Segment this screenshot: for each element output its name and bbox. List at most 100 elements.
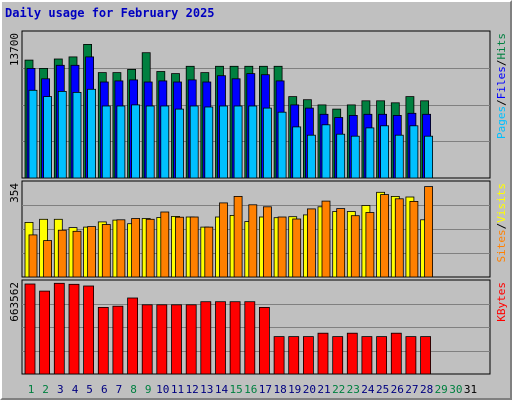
bar-sites	[116, 219, 126, 278]
bar-kbytes	[127, 297, 138, 375]
bar-sites	[380, 194, 390, 278]
bar-kbytes	[317, 332, 329, 375]
bar-kbytes	[24, 283, 36, 375]
x-tick-label: 28	[420, 383, 433, 396]
y-max-label: 663562	[8, 282, 21, 322]
bar-sites	[350, 215, 360, 278]
x-tick-label: 5	[86, 383, 93, 396]
bar-kbytes	[420, 336, 432, 375]
x-tick-label: 8	[130, 383, 137, 396]
bar-sites	[101, 224, 111, 278]
bar-kbytes	[229, 301, 241, 375]
x-tick-label: 27	[405, 383, 418, 396]
x-tick-label: 13	[200, 383, 213, 396]
x-tick-label: 1	[28, 383, 35, 396]
legend-separator: /	[495, 223, 508, 230]
bar-kbytes	[332, 336, 344, 375]
legend-hits: Hits	[495, 33, 508, 60]
bar-pages	[204, 106, 214, 179]
x-tick-label: 10	[156, 383, 169, 396]
bar-sites	[87, 226, 96, 278]
bar-kbytes	[405, 336, 417, 375]
x-tick-label: 11	[171, 383, 184, 396]
x-tick-label: 18	[273, 383, 286, 396]
y-max-label: 354	[8, 183, 21, 203]
bar-kbytes	[112, 305, 124, 375]
bar-kbytes	[83, 285, 94, 375]
bar-pages	[87, 88, 96, 179]
bar-pages	[101, 105, 111, 179]
bar-pages	[28, 89, 38, 179]
bar-kbytes	[141, 304, 153, 375]
bar-sites	[365, 212, 375, 278]
bar-sites	[204, 226, 214, 278]
bar-pages	[145, 105, 155, 179]
bar-kbytes	[346, 332, 358, 375]
bar-sites	[409, 200, 419, 278]
x-tick-label: 14	[215, 383, 229, 396]
legend-text: Pages/Files/Hits	[495, 33, 508, 139]
bar-kbytes	[185, 304, 197, 375]
bar-kbytes	[200, 301, 212, 375]
bar-sites	[43, 240, 52, 278]
x-tick-label: 9	[145, 383, 152, 396]
x-tick-label: 22	[332, 383, 345, 396]
legend-sites: Sites	[495, 229, 508, 262]
bar-kbytes	[215, 301, 226, 375]
bar-sites	[262, 206, 272, 278]
bar-pages	[233, 105, 243, 179]
x-tick-label: 19	[288, 383, 301, 396]
x-tick-label: 12	[186, 383, 199, 396]
bar-sites	[321, 200, 331, 278]
bar-pages	[365, 127, 375, 179]
x-tick-label: 31	[464, 383, 477, 396]
legend-kbytes: KBytes	[495, 282, 508, 322]
x-tick-label: 6	[101, 383, 108, 396]
bar-pages	[175, 108, 184, 179]
x-tick-label: 23	[347, 383, 360, 396]
bar-kbytes	[376, 336, 388, 375]
x-tick-label: 20	[303, 383, 316, 396]
bar-sites	[292, 218, 302, 278]
bar-pages	[116, 105, 126, 179]
bar-pages	[43, 96, 52, 179]
bar-kbytes	[97, 306, 109, 375]
bar-kbytes	[302, 336, 314, 375]
bar-sites	[145, 218, 155, 278]
bar-pages	[394, 134, 404, 179]
bar-sites	[72, 230, 82, 278]
bar-sites	[233, 195, 243, 278]
bar-pages	[336, 133, 346, 179]
bar-sites	[277, 216, 287, 278]
bar-pages	[292, 126, 302, 179]
bar-sites	[189, 216, 199, 278]
bar-sites	[336, 208, 346, 278]
x-tick-label: 7	[116, 383, 123, 396]
legend-separator: /	[495, 60, 508, 67]
bar-pages	[380, 125, 390, 179]
legend-text: Sites/Visits	[495, 183, 508, 263]
bar-pages	[160, 105, 170, 179]
x-tick-label: 17	[259, 383, 272, 396]
bar-pages	[277, 111, 287, 179]
bar-kbytes	[39, 290, 50, 375]
x-tick-label: 4	[72, 383, 79, 396]
bar-pages	[350, 135, 360, 179]
bar-kbytes	[171, 304, 182, 375]
bar-kbytes	[53, 282, 65, 375]
legend-visits-sites: Sites/Visits	[495, 183, 508, 263]
legend-visits: Visits	[495, 183, 508, 223]
x-tick-label: 16	[244, 383, 257, 396]
bar-kbytes	[361, 336, 373, 375]
bar-sites	[424, 186, 434, 278]
bar-sites	[28, 234, 38, 278]
bar-kbytes	[244, 301, 256, 375]
bar-sites	[175, 216, 184, 278]
bar-kbytes	[390, 332, 402, 375]
bar-sites	[394, 198, 404, 278]
x-tick-label: 3	[57, 383, 64, 396]
y-max-label: 13700	[8, 33, 21, 66]
bar-pages	[321, 124, 331, 179]
bar-sites	[160, 211, 170, 278]
